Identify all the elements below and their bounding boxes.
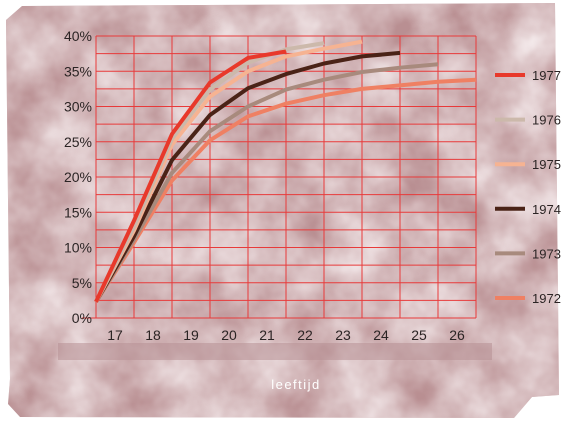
legend-item-1974: 1974	[495, 202, 561, 217]
x-tick-label: 21	[259, 327, 275, 343]
y-tick-label: 25%	[64, 134, 92, 150]
x-axis-label-band	[58, 343, 492, 360]
x-tick-label: 23	[335, 327, 351, 343]
y-axis: 0% 5% 10% 15% 20% 25% 30% 35% 40%	[64, 28, 92, 326]
x-tick-label: 26	[449, 327, 465, 343]
legend-item-1975: 1975	[495, 157, 561, 172]
legend-item-1972: 1972	[495, 291, 561, 306]
x-tick-label: 20	[221, 327, 237, 343]
y-tick-label: 5%	[72, 275, 92, 291]
x-tick-label: 19	[183, 327, 199, 343]
grid	[82, 35, 477, 319]
x-tick-label: 18	[145, 327, 161, 343]
legend: 1977 1976 1975 1974 1973 1972	[495, 68, 561, 306]
y-tick-label: 30%	[64, 99, 92, 115]
legend-label: 1974	[532, 202, 561, 217]
series-lines	[94, 39, 477, 303]
legend-item-1973: 1973	[495, 246, 561, 261]
legend-label: 1977	[532, 68, 561, 83]
y-tick-label: 0%	[72, 310, 92, 326]
x-axis: 17 18 19 20 21 22 23 24 25 26	[107, 327, 465, 343]
series-line-1974	[94, 50, 401, 303]
x-axis-label: leeftijd	[271, 377, 321, 392]
x-tick-label: 25	[411, 327, 427, 343]
x-tick-label: 17	[107, 327, 123, 343]
series-line-1977	[94, 49, 287, 303]
legend-label: 1973	[532, 246, 561, 261]
x-tick-label: 24	[373, 327, 389, 343]
legend-item-1977: 1977	[495, 68, 561, 83]
y-tick-label: 20%	[64, 169, 92, 185]
series-line-1972	[94, 77, 477, 303]
x-tick-label: 22	[297, 327, 313, 343]
y-tick-label: 10%	[64, 240, 92, 256]
legend-label: 1976	[532, 113, 561, 128]
y-tick-label: 40%	[64, 28, 92, 44]
series-line-1976	[94, 41, 325, 303]
series-line-1973	[94, 62, 439, 303]
y-tick-label: 35%	[64, 63, 92, 79]
legend-item-1976: 1976	[495, 113, 561, 128]
legend-label: 1975	[532, 157, 561, 172]
legend-label: 1972	[532, 291, 561, 306]
y-tick-label: 15%	[64, 204, 92, 220]
